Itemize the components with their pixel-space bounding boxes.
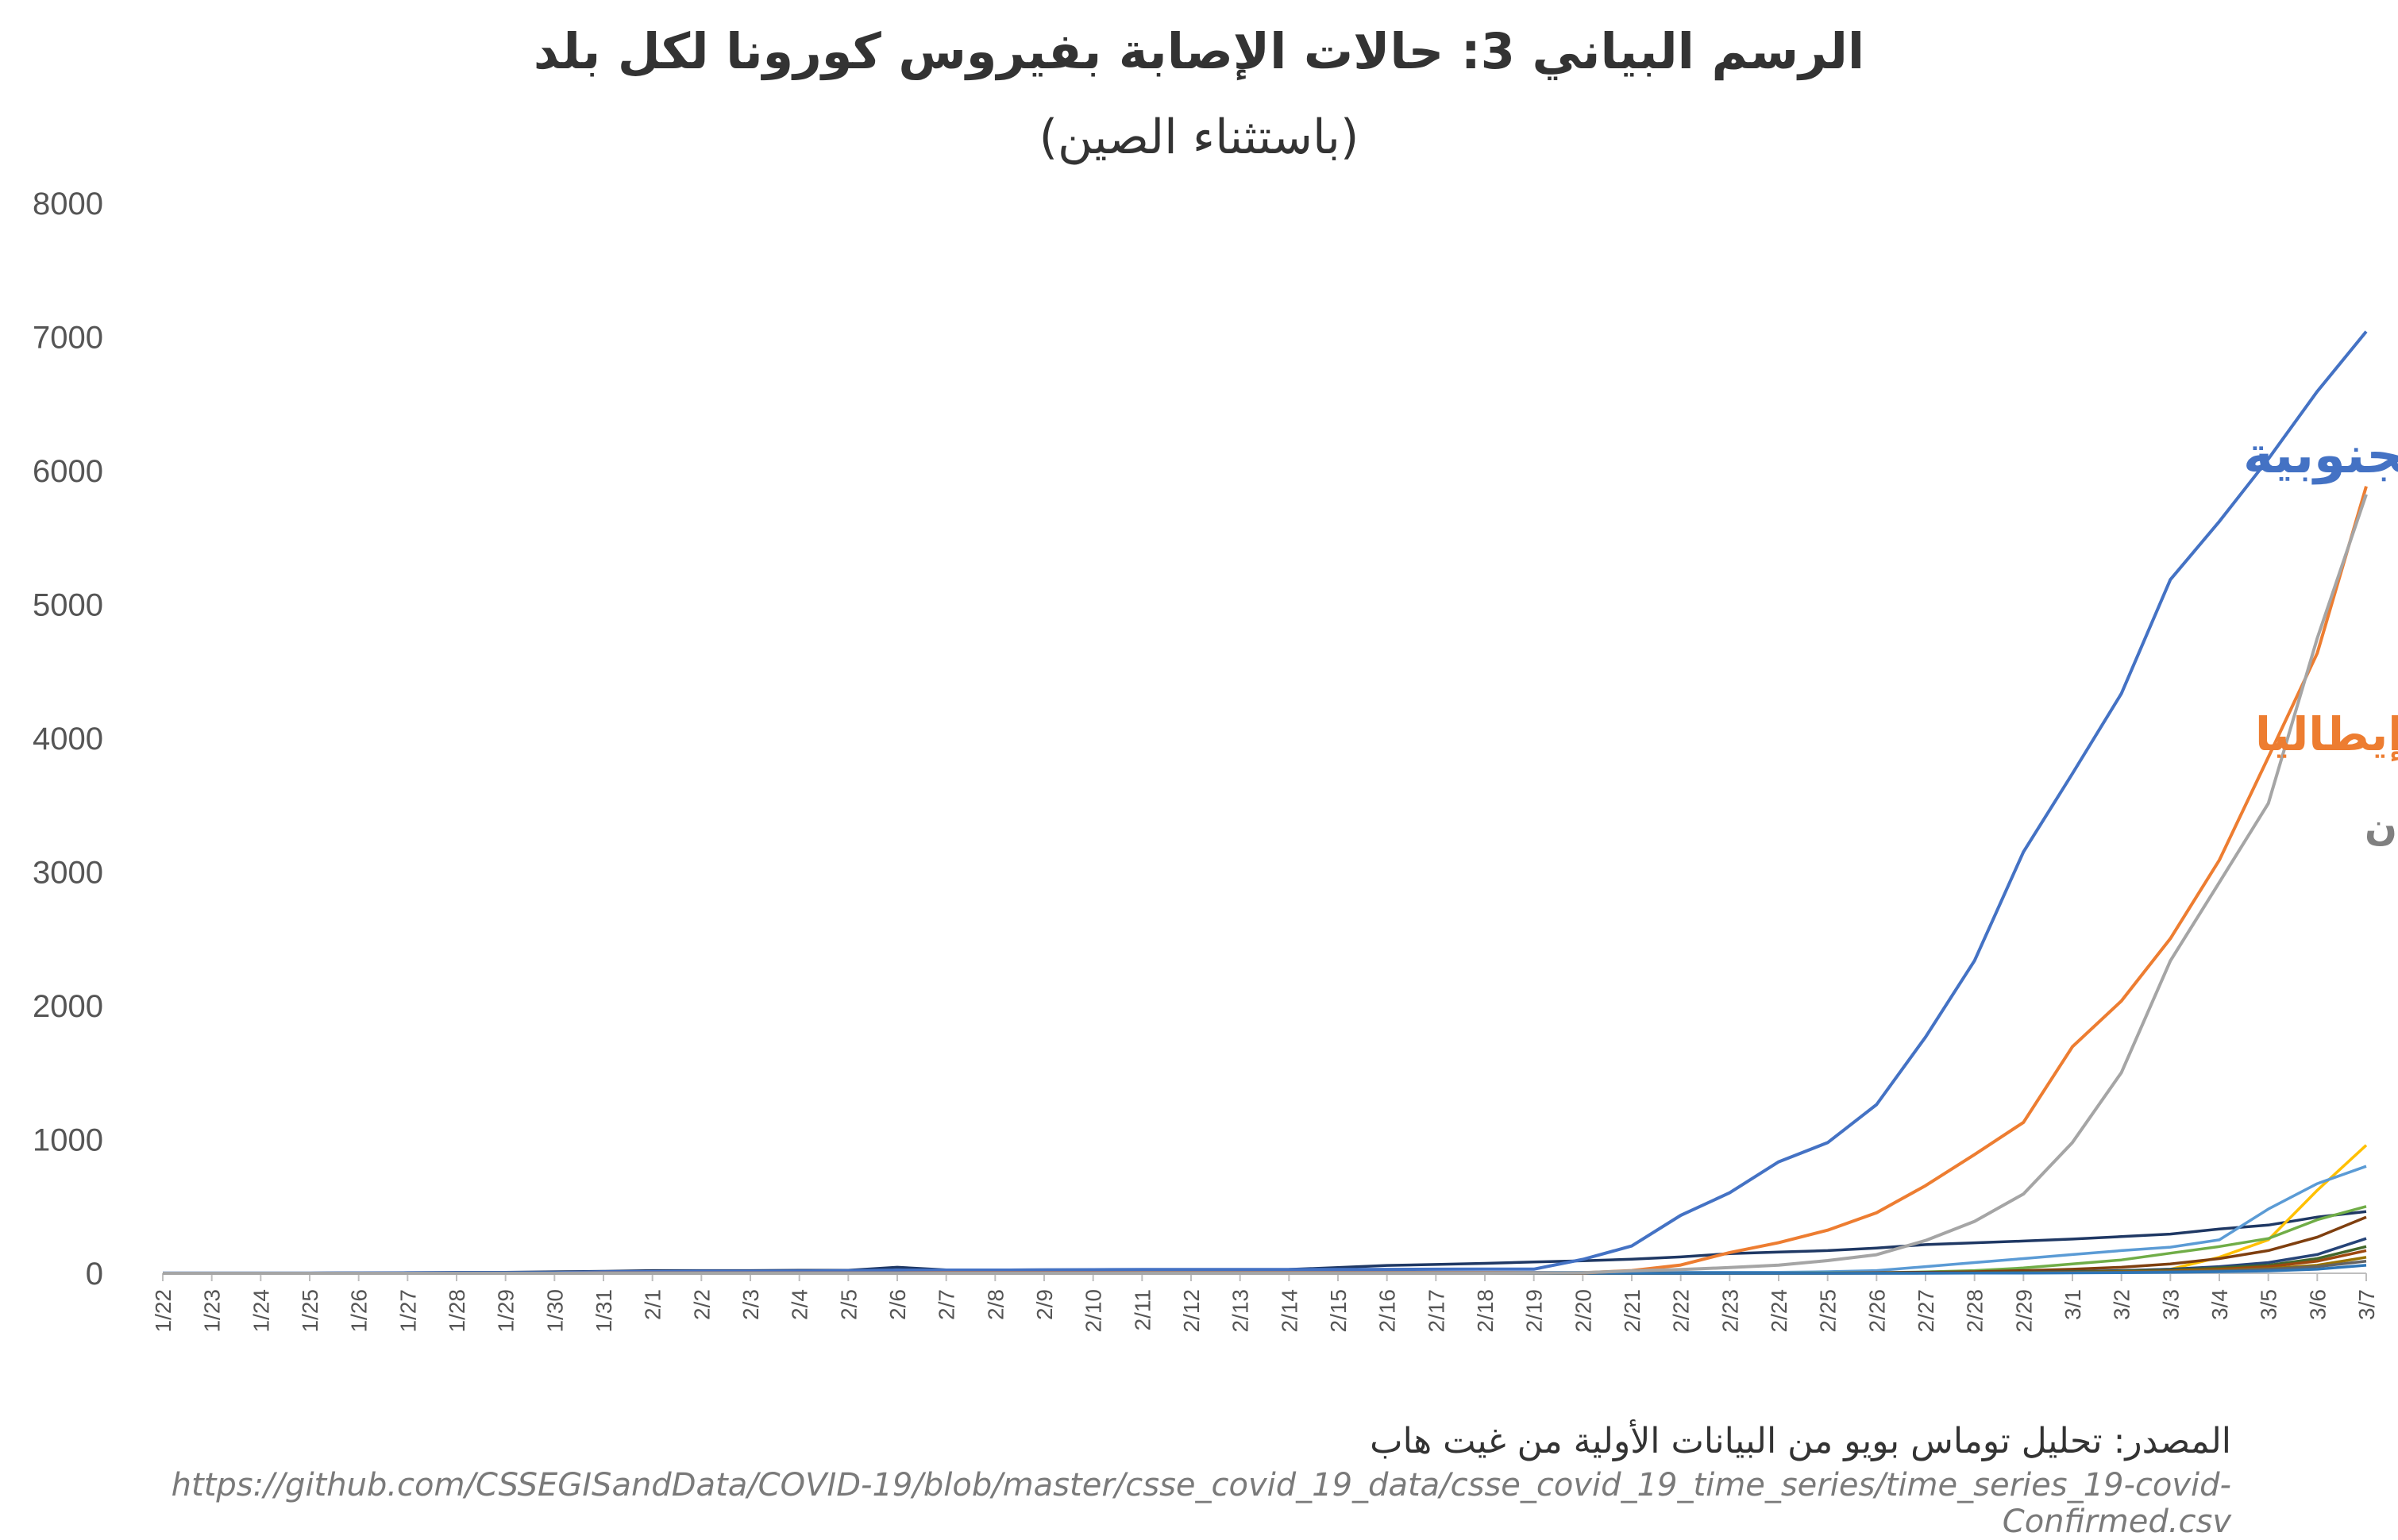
x-tick-label: 2/6: [885, 1289, 910, 1320]
y-axis-ticks: 8000 7000 6000 5000 4000 3000 2000 1000 0: [33, 187, 103, 1292]
x-tick-label: 1/29: [494, 1289, 519, 1333]
series-label-0: كوريا الجنوبية: [2243, 426, 2398, 485]
x-tick-label: 1/31: [592, 1289, 616, 1333]
series-lines: [162, 330, 2368, 1275]
chart-title: الرسم البياني 3: حالات الإصابة بفيروس كو…: [533, 22, 1865, 80]
x-tick-label: 1/26: [347, 1289, 372, 1333]
x-tick-label: 3/4: [2207, 1289, 2232, 1320]
series-line-3: [162, 1210, 2367, 1275]
y-tick-label: 2000: [33, 989, 103, 1024]
x-tick-label: 2/11: [1130, 1289, 1155, 1330]
x-tick-label: 2/27: [1914, 1289, 1938, 1333]
x-tick-label: 2/29: [2011, 1289, 2036, 1333]
series-label-1: إيطاليا: [2255, 707, 2398, 762]
x-tick-label: 2/25: [1816, 1289, 1841, 1333]
x-tick-label: 2/8: [983, 1289, 1008, 1320]
chart: الرسم البياني 3: حالات الإصابة بفيروس كو…: [33, 22, 2398, 1540]
x-tick-label: 2/14: [1277, 1289, 1301, 1333]
y-tick-label: 1000: [33, 1123, 103, 1158]
x-tick-label: 3/6: [2305, 1289, 2330, 1320]
x-tick-label: 2/20: [1571, 1289, 1595, 1333]
x-tick-label: 2/12: [1179, 1289, 1204, 1333]
x-tick-label: 3/7: [2354, 1289, 2379, 1320]
x-tick-label: 2/1: [641, 1289, 665, 1320]
x-tick-label: 3/3: [2158, 1289, 2183, 1320]
x-tick-label: 1/30: [542, 1289, 567, 1333]
source-url: https://github.com/CSSEGISandData/COVID-…: [171, 1467, 2231, 1540]
x-tick-label: 3/1: [2061, 1289, 2085, 1320]
x-tick-label: 2/2: [689, 1289, 714, 1320]
series-line-2: [163, 494, 2368, 1275]
series-labels: كوريا الجنوبية إيطاليا إيران: [2243, 426, 2398, 849]
x-axis-ticks: 1/22 1/23 1/24 1/25 1/26 1/27 1/28 1/29 1/30 1/31…: [151, 1273, 2379, 1333]
x-tick-label: 2/21: [1620, 1289, 1644, 1333]
x-tick-label: 2/24: [1767, 1289, 1791, 1333]
series-label-2: إيران: [2365, 805, 2398, 849]
x-tick-label: 1/27: [395, 1289, 420, 1333]
series-line-4: [163, 1144, 2368, 1275]
x-tick-label: 3/5: [2257, 1289, 2281, 1320]
source-note: المصدر: تحليل توماس بويو من البيانات الأ…: [1370, 1421, 2231, 1461]
x-tick-label: 1/28: [445, 1289, 469, 1333]
x-tick-label: 2/7: [935, 1289, 959, 1320]
x-tick-label: 2/19: [1522, 1289, 1547, 1333]
x-tick-label: 2/15: [1326, 1289, 1351, 1333]
x-tick-label: 2/26: [1864, 1289, 1889, 1333]
x-tick-label: 1/25: [298, 1289, 322, 1333]
y-tick-label: 7000: [33, 321, 103, 356]
y-tick-label: 3000: [33, 856, 103, 891]
x-tick-label: 2/13: [1228, 1289, 1253, 1333]
x-tick-label: 2/28: [1963, 1289, 1987, 1333]
x-tick-label: 2/23: [1718, 1289, 1742, 1333]
chart-subtitle: (باستثناء الصين): [1039, 110, 1359, 165]
x-tick-label: 1/22: [151, 1289, 175, 1333]
x-tick-label: 3/2: [2110, 1289, 2134, 1320]
x-tick-label: 2/3: [738, 1289, 763, 1320]
x-tick-label: 1/24: [249, 1289, 273, 1333]
y-tick-label: 6000: [33, 454, 103, 489]
series-line-1: [163, 486, 2368, 1275]
series-line-0: [163, 330, 2368, 1275]
y-tick-label: 5000: [33, 588, 103, 623]
series-line-7: [163, 1215, 2367, 1275]
x-tick-label: 1/23: [200, 1289, 225, 1333]
x-tick-label: 2/5: [836, 1289, 861, 1320]
x-tick-label: 2/22: [1669, 1289, 1694, 1333]
x-tick-label: 2/9: [1032, 1289, 1057, 1320]
x-tick-label: 2/16: [1375, 1289, 1400, 1333]
x-tick-label: 2/4: [788, 1289, 812, 1320]
x-tick-label: 2/17: [1424, 1289, 1448, 1333]
y-tick-label: 0: [86, 1257, 103, 1292]
y-tick-label: 4000: [33, 722, 103, 757]
x-tick-label: 2/10: [1081, 1289, 1106, 1333]
x-tick-label: 2/18: [1473, 1289, 1498, 1333]
y-tick-label: 8000: [33, 187, 103, 221]
